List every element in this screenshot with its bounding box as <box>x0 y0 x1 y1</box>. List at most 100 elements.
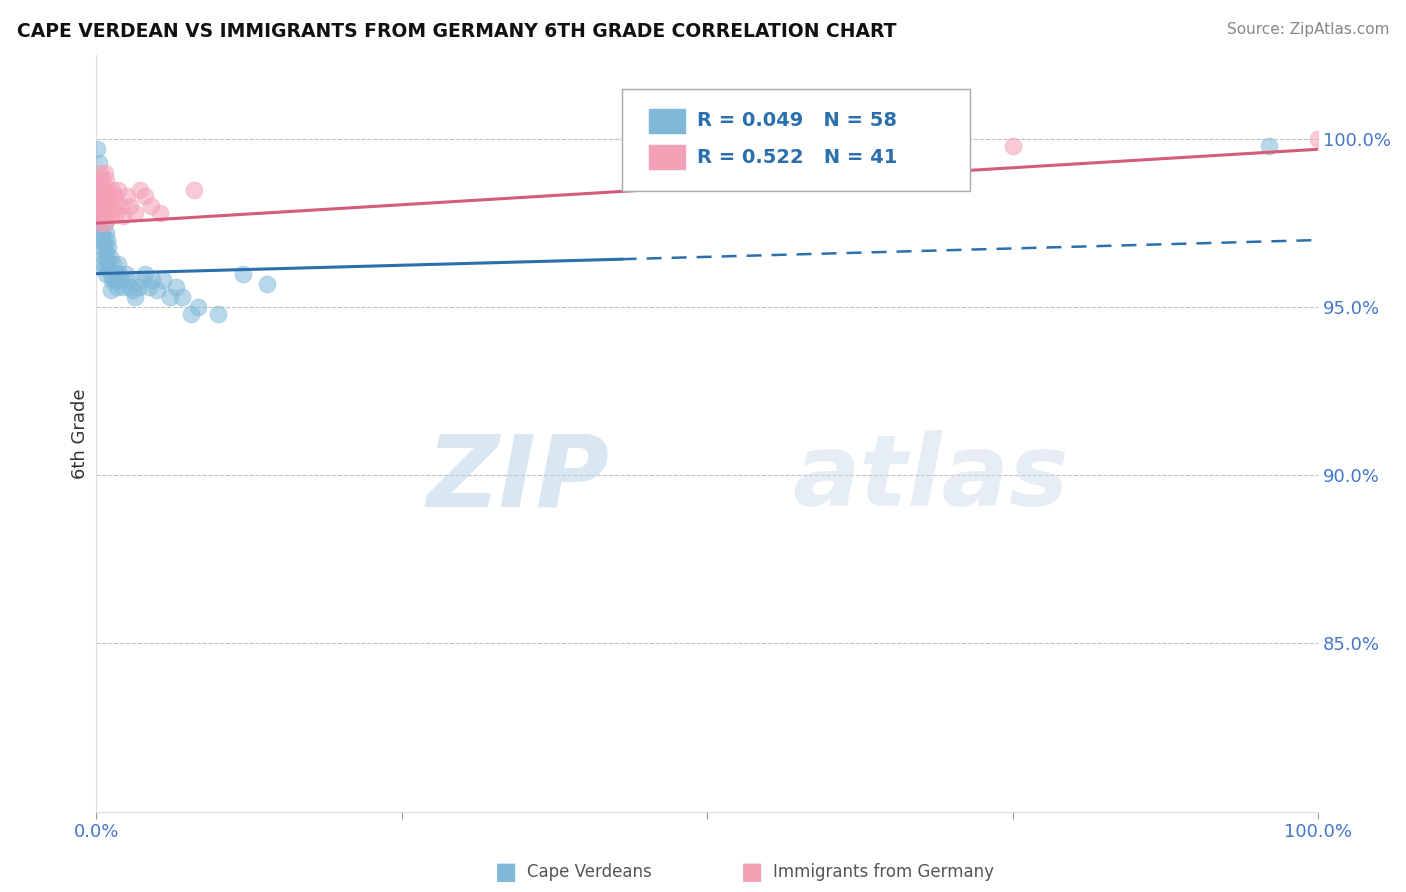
Point <box>121 284 143 298</box>
Point <box>90 227 112 241</box>
Point <box>89 216 111 230</box>
Point <box>110 273 132 287</box>
Point <box>108 267 131 281</box>
Y-axis label: 6th Grade: 6th Grade <box>72 388 89 479</box>
Point <box>141 199 163 213</box>
Point <box>112 210 135 224</box>
FancyBboxPatch shape <box>648 145 685 169</box>
Point <box>89 193 111 207</box>
FancyBboxPatch shape <box>621 89 970 191</box>
Point <box>91 172 114 186</box>
Point <box>107 183 129 197</box>
Point <box>170 290 193 304</box>
Point <box>131 273 153 287</box>
Text: Immigrants from Germany: Immigrants from Germany <box>773 863 994 881</box>
Point <box>93 216 115 230</box>
Point <box>105 280 128 294</box>
Point <box>87 172 110 186</box>
Point <box>103 256 125 270</box>
Point <box>107 256 129 270</box>
Text: R = 0.522   N = 41: R = 0.522 N = 41 <box>697 148 898 167</box>
Point <box>91 240 114 254</box>
Point <box>93 216 115 230</box>
Point <box>87 183 110 197</box>
Point <box>97 240 120 254</box>
Point <box>120 280 142 294</box>
Point <box>180 307 202 321</box>
Point <box>112 280 135 294</box>
Point <box>232 267 254 281</box>
Point <box>93 189 115 203</box>
Point <box>98 199 121 213</box>
Point <box>86 183 108 197</box>
Point <box>94 227 117 241</box>
Point <box>134 189 156 203</box>
Point <box>115 189 138 203</box>
Point <box>86 142 108 156</box>
Point <box>97 189 120 203</box>
Text: ZIP: ZIP <box>426 430 609 527</box>
Point <box>129 183 152 197</box>
Point <box>138 280 160 294</box>
Point <box>146 284 169 298</box>
Point <box>89 216 111 230</box>
Point <box>96 206 118 220</box>
Point <box>103 189 125 203</box>
Point <box>90 189 112 203</box>
Point <box>100 210 122 224</box>
Point <box>152 273 174 287</box>
Point <box>89 193 111 207</box>
Point <box>1308 132 1330 146</box>
Point <box>183 183 205 197</box>
Point <box>91 227 114 241</box>
Point <box>86 206 108 220</box>
Point <box>103 273 125 287</box>
Point <box>124 206 146 220</box>
Point <box>134 267 156 281</box>
Point <box>100 267 122 281</box>
Point <box>1258 139 1281 153</box>
Point <box>159 290 181 304</box>
Point <box>256 277 278 291</box>
Point <box>90 210 112 224</box>
Text: atlas: atlas <box>793 430 1069 527</box>
Point <box>114 267 136 281</box>
Point <box>89 206 111 220</box>
Point <box>141 273 163 287</box>
Point <box>94 267 117 281</box>
Point <box>149 206 172 220</box>
Point <box>91 206 114 220</box>
Text: ■: ■ <box>495 861 517 884</box>
Point <box>91 256 114 270</box>
Point <box>94 199 117 213</box>
Point <box>97 260 120 274</box>
Point <box>96 253 118 268</box>
Point <box>93 206 115 220</box>
Text: Cape Verdeans: Cape Verdeans <box>527 863 652 881</box>
Point <box>101 273 124 287</box>
Point <box>91 199 114 213</box>
FancyBboxPatch shape <box>648 109 685 133</box>
Point <box>696 149 718 163</box>
Point <box>93 210 115 224</box>
Point <box>96 233 118 247</box>
Text: R = 0.049   N = 58: R = 0.049 N = 58 <box>697 112 897 130</box>
Point <box>1001 139 1024 153</box>
Point <box>103 199 125 213</box>
Point <box>124 290 146 304</box>
Point <box>93 260 115 274</box>
Point <box>117 273 139 287</box>
Point <box>89 166 111 180</box>
Text: ■: ■ <box>741 861 763 884</box>
Point <box>94 172 117 186</box>
Point <box>96 183 118 197</box>
Point <box>93 250 115 264</box>
Point <box>90 233 112 247</box>
Point <box>93 240 115 254</box>
Point <box>187 300 209 314</box>
Text: CAPE VERDEAN VS IMMIGRANTS FROM GERMANY 6TH GRADE CORRELATION CHART: CAPE VERDEAN VS IMMIGRANTS FROM GERMANY … <box>17 22 897 41</box>
Point <box>94 246 117 260</box>
Point <box>165 280 187 294</box>
Point <box>110 199 132 213</box>
Point <box>93 183 115 197</box>
